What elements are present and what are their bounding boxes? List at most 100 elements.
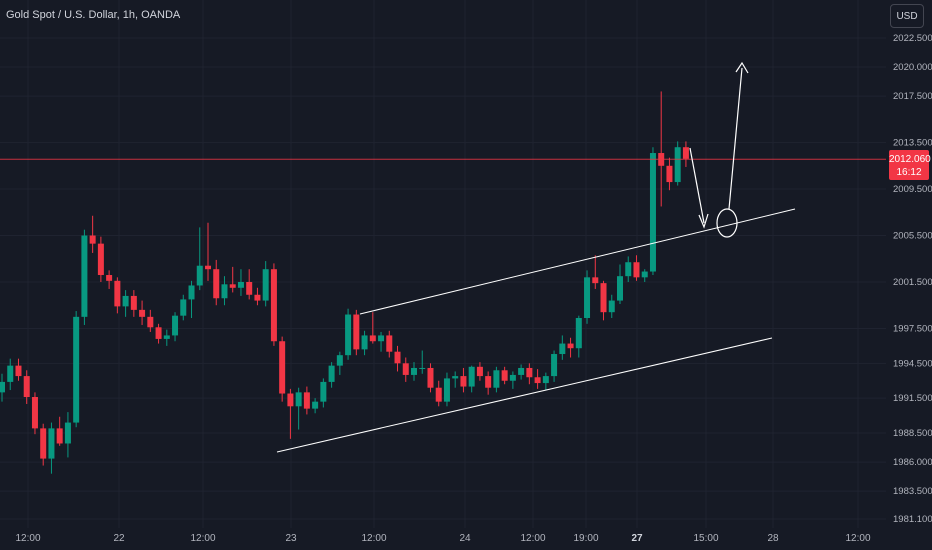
candle-body xyxy=(666,165,673,183)
candle-body xyxy=(353,314,360,350)
candle xyxy=(526,363,533,385)
current-price-label: 2012.060 xyxy=(889,154,931,165)
candle-body xyxy=(106,275,113,281)
price-axis[interactable]: 2022.500 2020.000 2017.500 2013.500 2009.500… xyxy=(893,33,932,525)
channel-lower-line xyxy=(276,337,773,453)
candle-body xyxy=(485,376,492,388)
candle xyxy=(419,350,426,374)
candle xyxy=(345,308,352,360)
candle-body xyxy=(320,381,327,402)
y-tick-label: 1981.100 xyxy=(893,514,932,525)
candle xyxy=(303,386,310,415)
candle xyxy=(353,309,360,356)
candle-body xyxy=(378,335,385,342)
candle-body xyxy=(130,295,137,310)
y-tick-label: 2022.500 xyxy=(893,33,932,44)
candle-body xyxy=(139,309,146,317)
candle xyxy=(493,366,500,393)
candle-body xyxy=(419,367,426,369)
candle-body xyxy=(23,376,30,398)
y-tick-label: 2005.500 xyxy=(893,231,932,242)
candle-body xyxy=(649,153,656,272)
candle-body xyxy=(221,284,228,299)
candle-body xyxy=(617,276,623,301)
x-tick-label: 12:00 xyxy=(520,533,545,544)
candle xyxy=(40,423,47,466)
candle xyxy=(427,363,434,393)
candle xyxy=(155,323,162,344)
candle xyxy=(147,309,154,332)
candle-body xyxy=(279,341,286,394)
candle xyxy=(460,367,467,393)
y-tick-label: 2020.000 xyxy=(893,62,932,73)
candle xyxy=(485,371,492,395)
candle xyxy=(559,335,566,360)
candle xyxy=(518,364,525,380)
candle xyxy=(551,350,558,382)
y-tick-label: 1991.500 xyxy=(893,393,932,404)
candle xyxy=(649,147,656,276)
candle-body xyxy=(180,299,187,316)
candle-body xyxy=(114,280,121,307)
time-axis[interactable]: 12:00 22 12:00 23 12:00 24 12:00 19:00 27 15:00 28… xyxy=(15,533,870,544)
candle xyxy=(205,222,211,281)
candle-body xyxy=(188,285,195,300)
candle xyxy=(592,255,599,289)
symbol-title: Gold Spot / U.S. Dollar, 1h, OANDA xyxy=(6,9,181,21)
candle-body xyxy=(633,262,640,278)
candle xyxy=(378,331,385,352)
candle-body xyxy=(443,378,450,402)
candle xyxy=(633,255,640,281)
candle-body xyxy=(501,370,508,381)
candle xyxy=(279,336,286,402)
candle xyxy=(122,290,129,317)
candle-body xyxy=(345,314,352,356)
candle xyxy=(163,329,170,346)
candle xyxy=(23,370,30,404)
x-tick-label: 27 xyxy=(631,533,643,544)
candle xyxy=(542,372,549,391)
candle-body xyxy=(147,316,154,328)
channel-upper-line xyxy=(359,208,796,315)
candle xyxy=(584,270,591,324)
candles xyxy=(0,91,689,474)
arrow-up-shaft xyxy=(728,67,743,210)
candle-body xyxy=(584,277,591,319)
candle xyxy=(229,266,236,293)
candle-body xyxy=(89,235,96,244)
candle xyxy=(262,261,269,307)
candle xyxy=(600,280,607,321)
candle-body xyxy=(237,281,244,288)
y-tick-label: 1986.000 xyxy=(893,457,932,468)
candle-body xyxy=(312,401,319,409)
candle-body xyxy=(592,277,599,284)
candle xyxy=(476,362,483,381)
candle-body xyxy=(196,265,203,286)
candle xyxy=(608,294,615,319)
candle xyxy=(188,280,195,319)
candle xyxy=(452,371,459,388)
candle xyxy=(270,263,277,346)
candle xyxy=(336,351,343,375)
candle xyxy=(625,256,632,282)
candle-body xyxy=(172,315,179,336)
candle xyxy=(435,380,442,407)
candle xyxy=(254,287,261,306)
x-tick-label: 12:00 xyxy=(845,533,870,544)
candle-body xyxy=(411,367,417,375)
x-tick-label: 24 xyxy=(459,533,471,544)
y-tick-label: 1997.500 xyxy=(893,323,932,334)
currency-button[interactable]: USD xyxy=(890,4,924,28)
candle xyxy=(386,330,393,358)
candle xyxy=(666,157,673,191)
trend-drawings xyxy=(276,61,796,453)
x-tick-label: 12:00 xyxy=(15,533,40,544)
candle xyxy=(328,362,335,388)
candle-body xyxy=(559,343,566,355)
candle xyxy=(114,277,121,314)
candle xyxy=(468,365,475,393)
candle xyxy=(509,371,516,389)
candle-body xyxy=(229,284,236,288)
candle-body xyxy=(262,269,269,301)
